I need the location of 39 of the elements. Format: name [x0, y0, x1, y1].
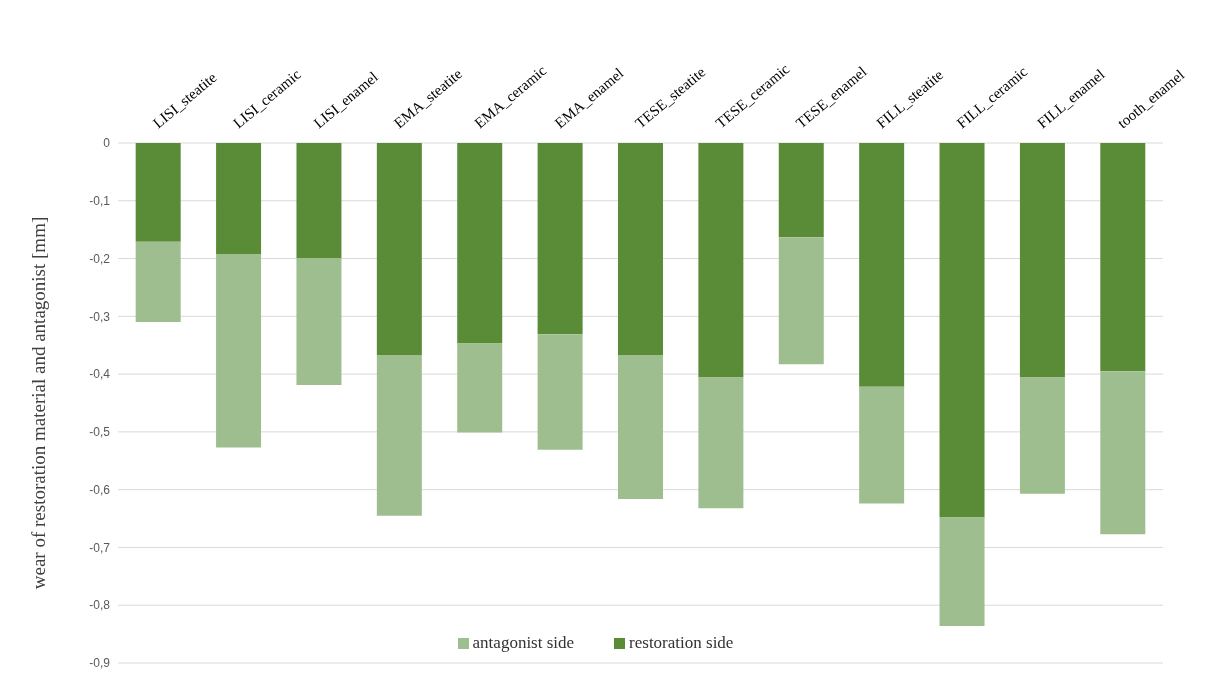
bar — [859, 143, 905, 387]
bar — [457, 343, 503, 433]
bar — [457, 143, 503, 344]
y-tick-label: -0,1 — [89, 194, 111, 209]
bar — [296, 257, 342, 386]
bar — [939, 143, 985, 518]
y-tick-label: -0,4 — [89, 367, 111, 382]
y-tick-label: -0,2 — [89, 251, 111, 266]
bar — [617, 355, 663, 499]
bar — [216, 143, 262, 254]
bar — [698, 377, 744, 509]
bar — [376, 143, 422, 356]
bar — [1019, 377, 1065, 494]
bar — [1100, 143, 1146, 372]
y-tick-label: 0 — [103, 136, 111, 151]
bar — [135, 241, 181, 323]
legend-label: antagonist side — [471, 633, 575, 653]
y-tick-label: -0,3 — [89, 309, 111, 324]
y-tick-label: -0,8 — [89, 598, 111, 613]
y-tick-label: -0,6 — [89, 482, 111, 497]
bar — [537, 143, 583, 335]
bar — [698, 143, 744, 378]
bar — [939, 517, 985, 627]
bar — [778, 237, 824, 365]
bar — [1019, 143, 1065, 378]
y-tick-label: -0,9 — [89, 656, 111, 671]
legend-label: restoration side — [628, 633, 734, 653]
bar — [617, 143, 663, 356]
bar — [376, 355, 422, 516]
bar — [216, 253, 262, 448]
bar — [1100, 371, 1146, 535]
bar — [778, 143, 824, 238]
bar — [135, 143, 181, 242]
bar — [859, 386, 905, 504]
y-tick-label: -0,7 — [89, 540, 111, 555]
bar — [537, 334, 583, 450]
y-tick-label: -0,5 — [89, 425, 111, 440]
y-axis-title: wear of restoration material and antagonist [mm] — [27, 216, 49, 590]
bar — [296, 143, 342, 258]
